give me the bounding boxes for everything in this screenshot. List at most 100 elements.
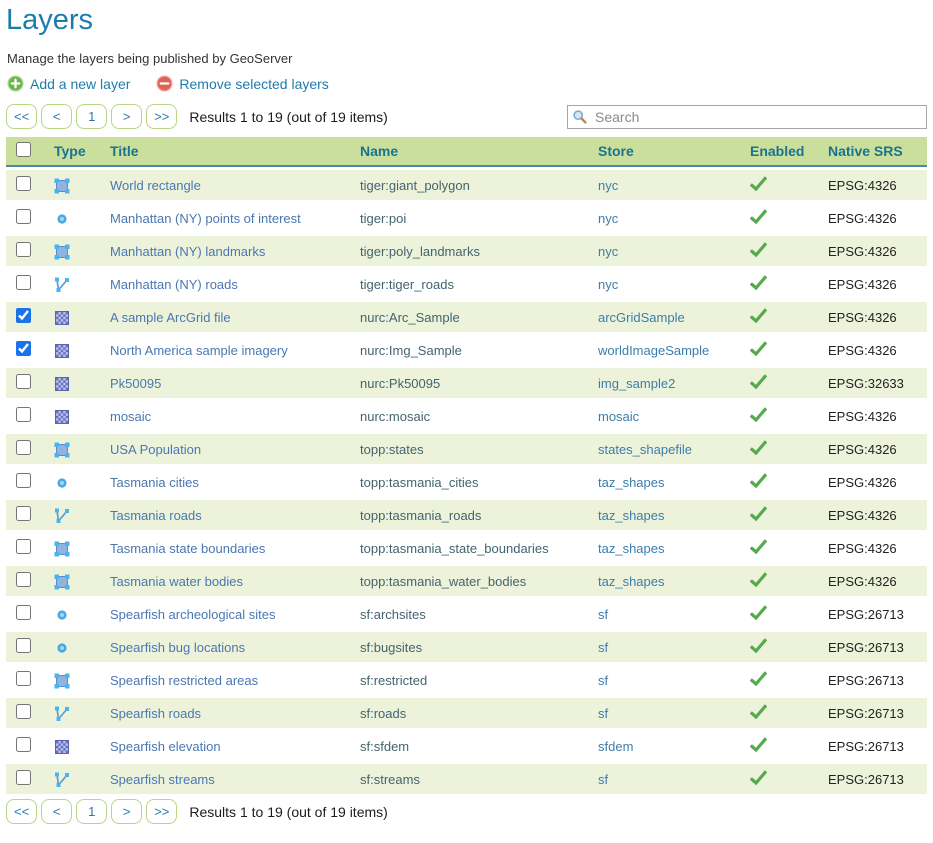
row-checkbox[interactable] bbox=[16, 605, 31, 620]
layer-title-link[interactable]: Spearfish archeological sites bbox=[110, 606, 276, 622]
store-link[interactable]: sf bbox=[598, 639, 609, 655]
row-checkbox[interactable] bbox=[16, 704, 31, 719]
table-row: Spearfish roads sf:roads sf EPSG:26713 bbox=[6, 698, 927, 728]
row-checkbox[interactable] bbox=[16, 506, 31, 521]
column-header-type[interactable]: Type bbox=[46, 137, 102, 167]
row-checkbox[interactable] bbox=[16, 374, 31, 389]
layer-name: sf:bugsites bbox=[352, 632, 590, 662]
layer-title-link[interactable]: Tasmania state boundaries bbox=[110, 540, 266, 556]
layer-title-link[interactable]: Spearfish elevation bbox=[110, 738, 221, 754]
layer-title-link[interactable]: USA Population bbox=[110, 441, 202, 457]
pager-last-button[interactable]: >> bbox=[146, 104, 178, 129]
store-link[interactable]: nyc bbox=[598, 276, 619, 292]
store-link[interactable]: arcGridSample bbox=[598, 309, 685, 325]
table-header-row: Type Title Name Store Enabled Native SRS bbox=[6, 137, 927, 167]
line-icon bbox=[54, 277, 70, 293]
row-checkbox[interactable] bbox=[16, 308, 31, 323]
row-checkbox[interactable] bbox=[16, 770, 31, 785]
row-checkbox[interactable] bbox=[16, 407, 31, 422]
row-checkbox[interactable] bbox=[16, 572, 31, 587]
pager-first-button[interactable]: << bbox=[6, 799, 38, 824]
store-link[interactable]: taz_shapes bbox=[598, 573, 665, 589]
point-icon bbox=[54, 640, 70, 656]
row-checkbox[interactable] bbox=[16, 539, 31, 554]
row-checkbox[interactable] bbox=[16, 473, 31, 488]
pager-first-button[interactable]: << bbox=[6, 104, 38, 129]
polygon-icon bbox=[54, 244, 70, 260]
row-checkbox[interactable] bbox=[16, 209, 31, 224]
select-all-header bbox=[6, 137, 46, 167]
column-header-store[interactable]: Store bbox=[590, 137, 742, 167]
layer-title-link[interactable]: Spearfish bug locations bbox=[110, 639, 246, 655]
remove-layers-link[interactable]: Remove selected layers bbox=[156, 75, 329, 92]
store-link[interactable]: mosaic bbox=[598, 408, 640, 424]
layer-title-link[interactable]: Manhattan (NY) points of interest bbox=[110, 210, 301, 226]
layer-title-link[interactable]: North America sample imagery bbox=[110, 342, 288, 358]
layer-title-link[interactable]: Tasmania cities bbox=[110, 474, 199, 490]
enabled-check-icon bbox=[749, 472, 768, 489]
store-link[interactable]: taz_shapes bbox=[598, 474, 665, 490]
layer-name: tiger:poly_landmarks bbox=[352, 236, 590, 266]
row-checkbox[interactable] bbox=[16, 275, 31, 290]
remove-layers-label: Remove selected layers bbox=[179, 75, 329, 92]
layer-title-link[interactable]: Manhattan (NY) roads bbox=[110, 276, 238, 292]
store-link[interactable]: states_shapefile bbox=[598, 441, 692, 457]
column-header-native-srs[interactable]: Native SRS bbox=[820, 137, 927, 167]
layer-title-link[interactable]: mosaic bbox=[110, 408, 152, 424]
row-checkbox[interactable] bbox=[16, 440, 31, 455]
store-link[interactable]: sf bbox=[598, 771, 609, 787]
table-row: USA Population topp:states states_shapef… bbox=[6, 434, 927, 464]
store-link[interactable]: nyc bbox=[598, 210, 619, 226]
store-link[interactable]: sfdem bbox=[598, 738, 634, 754]
row-checkbox[interactable] bbox=[16, 671, 31, 686]
column-header-enabled[interactable]: Enabled bbox=[742, 137, 820, 167]
row-checkbox[interactable] bbox=[16, 737, 31, 752]
add-layer-link[interactable]: Add a new layer bbox=[7, 75, 130, 92]
store-link[interactable]: sf bbox=[598, 672, 609, 688]
row-checkbox[interactable] bbox=[16, 242, 31, 257]
store-link[interactable]: sf bbox=[598, 705, 609, 721]
table-row: Tasmania water bodies topp:tasmania_wate… bbox=[6, 566, 927, 596]
store-link[interactable]: taz_shapes bbox=[598, 507, 665, 523]
layer-title-link[interactable]: Spearfish restricted areas bbox=[110, 672, 259, 688]
pager-page-number[interactable]: 1 bbox=[76, 799, 108, 824]
select-all-checkbox[interactable] bbox=[16, 142, 31, 157]
pager-last-button[interactable]: >> bbox=[146, 799, 178, 824]
layer-name: tiger:poi bbox=[352, 203, 590, 233]
table-row: Manhattan (NY) landmarks tiger:poly_land… bbox=[6, 236, 927, 266]
layer-title-link[interactable]: Spearfish roads bbox=[110, 705, 202, 721]
store-link[interactable]: taz_shapes bbox=[598, 540, 665, 556]
pager-page-number[interactable]: 1 bbox=[76, 104, 108, 129]
layer-name: sf:streams bbox=[352, 764, 590, 794]
column-header-title[interactable]: Title bbox=[102, 137, 352, 167]
layer-name: topp:tasmania_cities bbox=[352, 467, 590, 497]
row-checkbox[interactable] bbox=[16, 176, 31, 191]
layer-title-link[interactable]: Pk50095 bbox=[110, 375, 162, 391]
pager-prev-button[interactable]: < bbox=[41, 104, 73, 129]
layer-title-link[interactable]: Tasmania water bodies bbox=[110, 573, 243, 589]
store-link[interactable]: sf bbox=[598, 606, 609, 622]
store-link[interactable]: nyc bbox=[598, 177, 619, 193]
native-srs: EPSG:4326 bbox=[820, 401, 927, 431]
column-header-name[interactable]: Name bbox=[352, 137, 590, 167]
store-link[interactable]: nyc bbox=[598, 243, 619, 259]
table-row: mosaic nurc:mosaic mosaic EPSG:4326 bbox=[6, 401, 927, 431]
row-checkbox[interactable] bbox=[16, 341, 31, 356]
row-checkbox[interactable] bbox=[16, 638, 31, 653]
layer-title-link[interactable]: Manhattan (NY) landmarks bbox=[110, 243, 266, 259]
table-row: Pk50095 nurc:Pk50095 img_sample2 EPSG:32… bbox=[6, 368, 927, 398]
pager-prev-button[interactable]: < bbox=[41, 799, 73, 824]
raster-icon bbox=[54, 739, 70, 755]
layer-title-link[interactable]: Spearfish streams bbox=[110, 771, 215, 787]
layer-title-link[interactable]: World rectangle bbox=[110, 177, 201, 193]
search-input[interactable] bbox=[567, 104, 927, 129]
layer-title-link[interactable]: A sample ArcGrid file bbox=[110, 309, 231, 325]
store-link[interactable]: worldImageSample bbox=[598, 342, 710, 358]
pager-next-button[interactable]: > bbox=[111, 799, 143, 824]
layers-table: Type Title Name Store Enabled Native SRS… bbox=[6, 134, 927, 797]
native-srs: EPSG:4326 bbox=[820, 566, 927, 596]
pager-next-button[interactable]: > bbox=[111, 104, 143, 129]
store-link[interactable]: img_sample2 bbox=[598, 375, 676, 391]
layer-title-link[interactable]: Tasmania roads bbox=[110, 507, 202, 523]
raster-icon bbox=[54, 343, 70, 359]
